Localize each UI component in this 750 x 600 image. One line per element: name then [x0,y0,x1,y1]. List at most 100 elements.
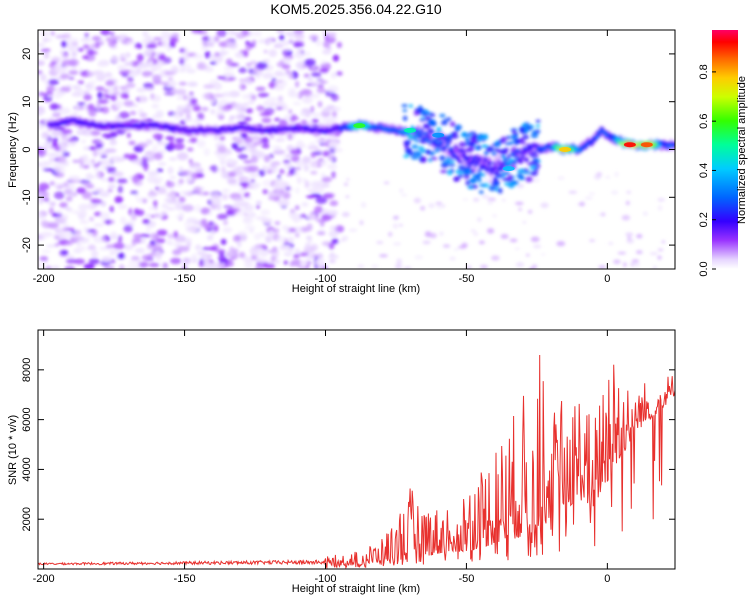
spectrogram-branch-cell [494,181,500,187]
snr-xtick-label: -200 [33,573,55,585]
spectrogram-noise-blob [147,170,160,176]
spectrogram-ridge-cell [161,125,166,128]
spectrogram-noise-blob [196,251,206,255]
spectrogram-noise-blob [244,225,256,230]
spectrogram-peak [623,142,636,148]
spectrogram-noise-blob [106,166,114,170]
spectrogram-ridge-cell [429,131,435,134]
spectrogram-noise-blob [613,259,621,265]
spectrogram-noise-blob [228,171,237,178]
spectrogram-noise-blob [38,142,43,147]
spectrogram-noise-blob [533,244,542,249]
spectrogram-noise-blob [657,198,665,202]
spectrogram-noise-blob [72,159,81,163]
spectrogram-ridge-cell [459,161,464,164]
spectrogram-noise-blob [473,231,479,237]
spectrogram-noise-blob [263,154,271,163]
spectrogram-noise-blob [245,40,250,46]
spectrogram-noise-blob [251,39,257,45]
spectrogram-ridge-cell [443,146,448,149]
spectrogram-noise-blob [201,40,207,46]
colorbar-tick-label: 0.2 [698,212,710,227]
spectrogram-noise-blob [359,220,364,226]
spectrogram-noise-blob [316,231,326,236]
spectrogram-noise-blob [72,235,85,241]
spectrogram-noise-blob [69,210,79,214]
spectrogram-noise-blob [327,37,335,44]
spectrogram-noise-blob [234,52,245,58]
spectrogram-noise-blob [315,196,328,204]
snr-ytick-label: 6000 [21,407,33,431]
spectrogram-ridge-cell [216,128,222,131]
spectrogram-noise-blob [235,113,246,121]
spectrogram-ridge-cell [380,127,385,129]
spectrogram-noise-blob [84,83,92,89]
spectrogram-branch-cell [480,172,486,177]
spectrogram-noise-blob [227,76,237,81]
spectrogram-noise-blob [260,244,267,249]
spectrogram-noise-blob [213,225,219,232]
spectrogram-ridge-cell [167,125,172,128]
spectrogram-noise-blob [87,184,95,189]
spectrogram-noise-blob [104,71,113,78]
spectrogram-ridge-cell [453,145,458,148]
spectrogram-ridge-cell [672,143,675,146]
spectrogram-noise-blob [48,157,56,162]
spectrogram-texture [38,30,666,269]
spectrogram-noise-blob [396,258,403,265]
spectrogram-noise-blob [299,112,306,116]
spectrogram-ridge-cell [493,165,498,170]
spectrogram-noise-blob [336,41,342,49]
spectrogram-noise-blob [213,82,223,91]
spectrogram-noise-blob [54,243,60,247]
spectrogram-noise-blob [491,255,500,261]
spectrogram-branch-cell [457,165,466,169]
spectrogram-noise-blob [216,203,221,211]
spectrogram-noise-blob [42,191,50,198]
spectrogram-ridge-cell [137,123,143,126]
spectrogram-ridge-cell [238,125,243,128]
spectrogram-noise-blob [161,40,168,48]
spectrogram-noise-blob [250,135,262,141]
spectrogram-noise-blob [635,250,643,255]
spectrogram-noise-blob [227,30,235,36]
spectrogram-noise-blob [274,221,281,226]
spectrogram-noise-blob [320,60,327,66]
spectrogram-noise-blob [470,229,476,232]
spectrogram-noise-blob [83,263,95,269]
spectrogram-noise-blob [109,130,118,138]
spectrogram-noise-blob [138,62,143,71]
spectrogram-noise-blob [175,138,185,143]
spectrogram-ridge-cell [477,157,482,161]
spectrogram-branch-cell [439,169,448,174]
spectrogram-noise-blob [153,152,163,160]
spectrogram-ridge-cell [437,141,443,144]
spectrogram-ridge-cell [607,133,612,136]
spectrogram-noise-blob [91,191,101,195]
spectrogram-noise-blob [117,252,125,260]
spectrogram-noise-blob [88,110,97,117]
spectrogram-ridge-cell [502,157,508,160]
spectrogram-noise-blob [57,229,69,237]
spectrogram-noise-blob [139,233,151,238]
spectrogram-noise-blob [105,219,111,225]
spectrogram-noise-blob [111,55,119,63]
spectrogram-noise-blob [134,42,142,49]
spectrogram-branch-cell [449,121,456,127]
spectrogram-ridge-cell [370,126,375,129]
spectrogram-noise-blob [210,196,222,205]
spectrogram-noise-blob [179,191,190,195]
spectrogram-noise-blob [109,231,118,239]
spectrogram-branch-cell [436,126,442,133]
snr-xtick-label: 0 [604,573,610,585]
spectrogram-noise-blob [38,124,46,130]
spectrogram-noise-blob [117,235,123,243]
spectrogram-noise-blob [142,198,147,204]
spectrogram-noise-blob [307,188,316,193]
spectrogram-noise-blob [148,194,156,199]
spectrogram-noise-blob [155,238,166,244]
spectrogram-noise-blob [290,259,303,267]
spectrogram-noise-blob [322,150,330,157]
spectrogram-noise-blob [631,259,640,263]
spectrogram-noise-blob [557,176,565,180]
